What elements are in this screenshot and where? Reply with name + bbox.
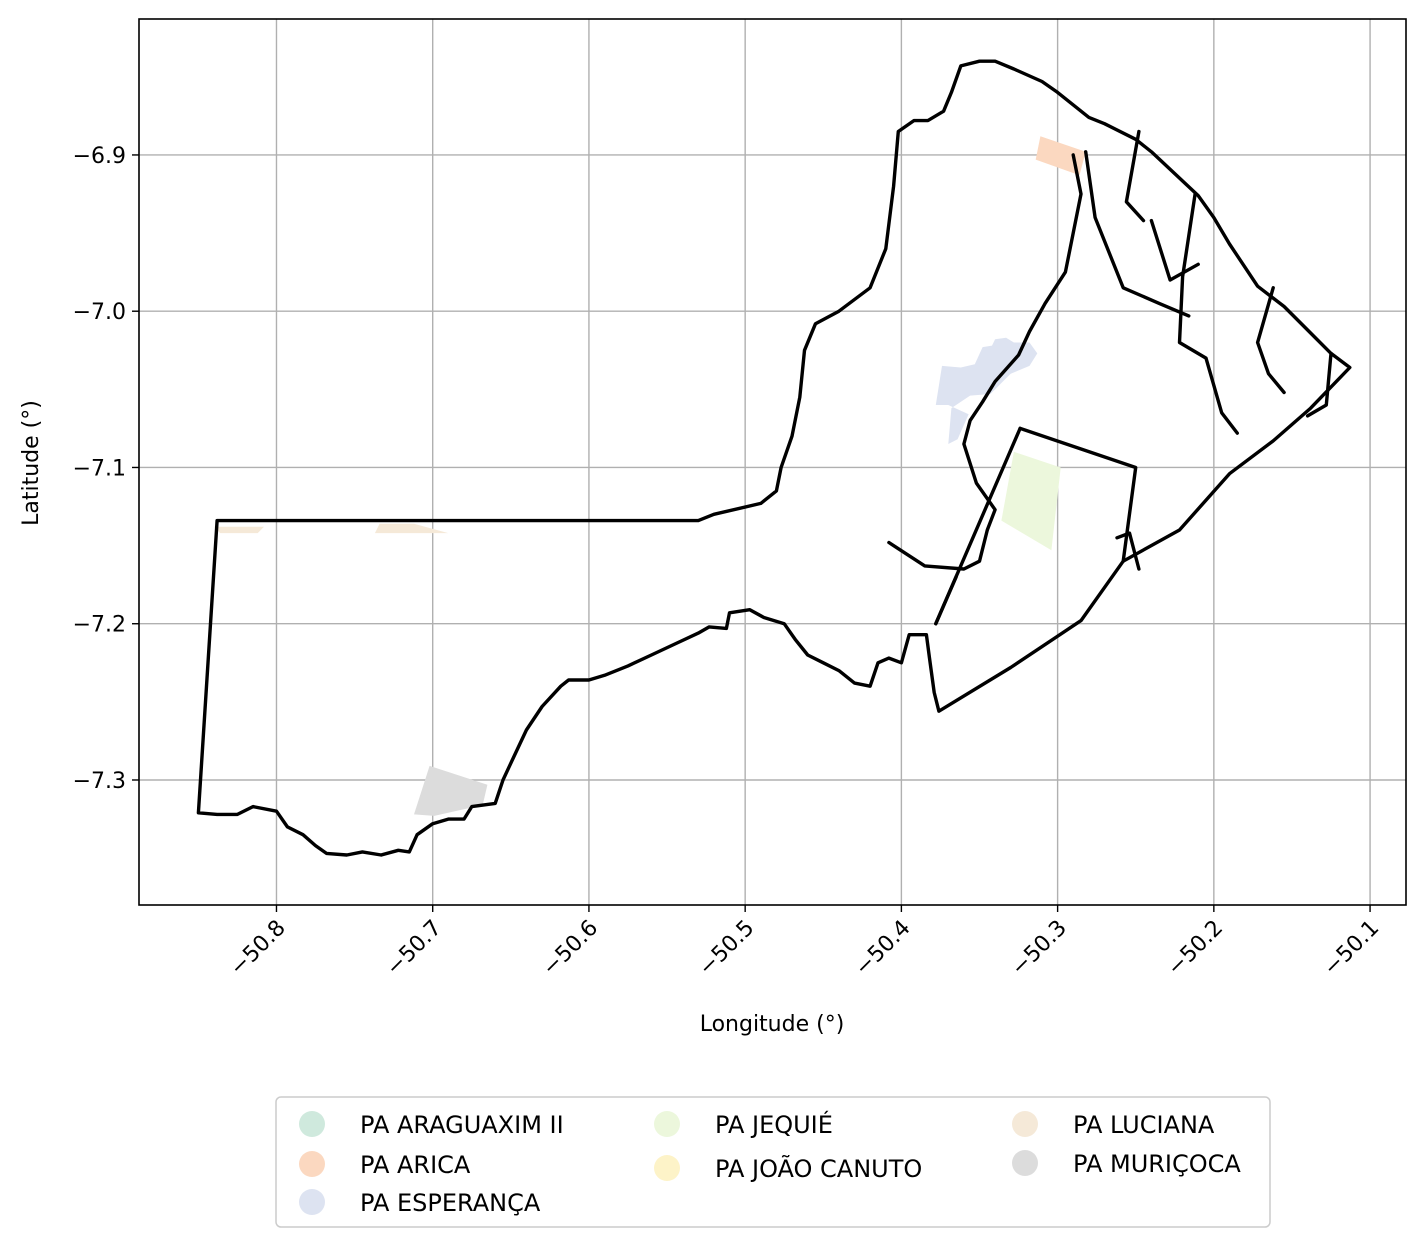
legend-label-pa-esperan-a: PA ESPERANÇA [360, 1189, 541, 1217]
y-tick-label-3: −7.2 [73, 613, 126, 638]
legend-label-pa-arica: PA ARICA [360, 1151, 471, 1179]
boundary-line-5 [1083, 150, 1191, 318]
settlement-area-7 [414, 765, 488, 816]
y-tick-label-4: −7.3 [73, 769, 126, 794]
legend-label-pa-muri-oca: PA MURIÇOCA [1073, 1150, 1241, 1178]
legend-label-pa-jo-o-canuto: PA JOÃO CANUTO [715, 1153, 922, 1183]
boundary-line-1 [887, 153, 1083, 571]
legend-marker-pa-araguaxim-ii [299, 1111, 325, 1137]
y-axis-label: Latitude (°) [19, 400, 44, 526]
boundary-line-8 [1177, 192, 1240, 435]
y-tick-label-2: −7.1 [73, 456, 126, 481]
y-tick-label-1: −7.0 [73, 300, 126, 325]
settlement-area-6 [374, 523, 449, 534]
legend-marker-pa-jequi- [654, 1111, 680, 1137]
boundary-line-10 [1305, 351, 1333, 418]
grid [139, 19, 1406, 905]
boundary-line-9 [1255, 286, 1286, 395]
legend-marker-pa-esperan-a [299, 1189, 325, 1215]
boundary-line-0 [196, 59, 1352, 857]
y-tick-label-0: −6.9 [73, 144, 126, 169]
boundary-line-6 [1124, 129, 1146, 223]
municipal-boundaries [196, 59, 1352, 857]
legend-label-pa-jequi-: PA JEQUIÉ [715, 1110, 833, 1139]
boundary-line-11 [1115, 531, 1141, 571]
legend-marker-pa-arica [299, 1151, 325, 1177]
boundary-line-2 [1018, 426, 1138, 563]
legend-marker-pa-muri-oca [1012, 1150, 1038, 1176]
legend-label-pa-araguaxim-ii: PA ARAGUAXIM II [360, 1111, 564, 1139]
settlement-area-3 [1001, 451, 1061, 551]
boundary-line-4 [934, 575, 958, 626]
x-axis-label: Longitude (°) [700, 1012, 845, 1037]
settlement-area-1 [1035, 136, 1086, 176]
settlement-area-5 [214, 526, 264, 534]
legend-marker-pa-luciana [1012, 1111, 1038, 1137]
legend-label-pa-luciana: PA LUCIANA [1073, 1111, 1215, 1139]
boundary-line-7 [1149, 218, 1200, 282]
axes-frame [138, 18, 1407, 906]
legend-marker-pa-jo-o-canuto [654, 1155, 680, 1181]
legend: PA ARAGUAXIM II PA ARICA PA ESPERANÇA PA JE… [275, 1096, 1271, 1228]
